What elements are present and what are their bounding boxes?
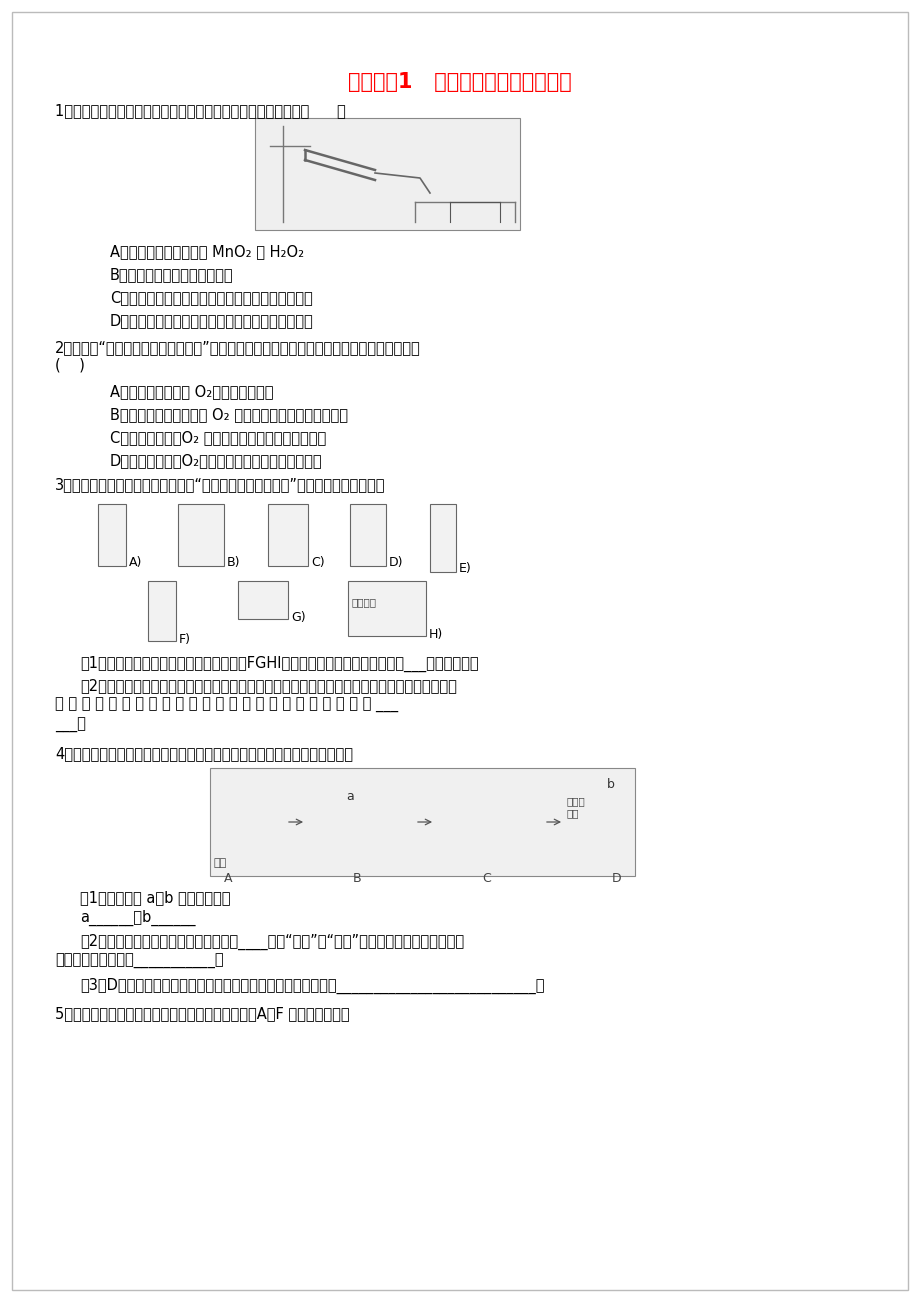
Bar: [98, 504, 126, 566]
Text: （1）装配一套该实验装置，除选用序号为FGHI的仪器外，还需要用到的仪器有___（填序号）。: （1）装配一套该实验装置，除选用序号为FGHI的仪器外，还需要用到的仪器有___…: [80, 656, 478, 672]
Text: D．实验结束时应先从水槽中取出导管，再停止加热: D．实验结束时应先从水槽中取出导管，再停止加热: [110, 312, 313, 328]
Text: A: A: [223, 872, 232, 885]
Text: A．用排水法收集时 O₂，集气瓶装满水: A．用排水法收集时 O₂，集气瓶装满水: [110, 384, 273, 398]
Text: （3）D图中，待集气瓶冷却后，倒入澄清的石灰水振荡，观察到___________________________。: （3）D图中，待集气瓶冷却后，倒入澄清的石灰水振荡，观察到___________…: [80, 978, 544, 995]
Bar: [347, 581, 425, 635]
Bar: [255, 118, 519, 230]
Text: D: D: [611, 872, 621, 885]
Text: B．实验前应检查装置的气密性: B．实验前应检查装置的气密性: [110, 267, 233, 283]
Text: b: b: [607, 779, 614, 792]
Text: a______，b______: a______，b______: [80, 910, 196, 926]
Text: C．用排水法收集O₂ 时，导管口冒出气泡，立即收集: C．用排水法收集O₂ 时，导管口冒出气泡，立即收集: [110, 430, 326, 445]
Bar: [177, 504, 223, 566]
Text: ___。: ___。: [55, 717, 85, 733]
Text: 4．如图所示是做木炭在氧气中燃烧全过程的操作示意图，试回答下列问题：: 4．如图所示是做木炭在氧气中燃烧全过程的操作示意图，试回答下列问题：: [55, 746, 353, 760]
Text: (    ): ( ): [55, 358, 85, 372]
Text: B: B: [352, 872, 361, 885]
Text: C: C: [482, 872, 491, 885]
Text: 1．实验室用如图所示装置制取氧气，下列有关说法不正确的是（      ）: 1．实验室用如图所示装置制取氧气，下列有关说法不正确的是（ ）: [55, 103, 346, 118]
Bar: [267, 504, 308, 566]
Text: G): G): [290, 611, 305, 624]
Bar: [148, 581, 176, 641]
Text: A): A): [129, 556, 142, 569]
Text: B．用向上排空气法收集 O₂ 时，导管伸入到集气瓶的底部: B．用向上排空气法收集 O₂ 时，导管伸入到集气瓶的底部: [110, 408, 347, 422]
Text: B): B): [227, 556, 240, 569]
Text: D．用排水法收集O₂，收集满后，在水下盖上玻璃片: D．用排水法收集O₂，收集满后，在水下盖上玻璃片: [110, 453, 323, 467]
Text: （2）将烧红的木炭伸入集气瓶中时，应____（填“缓慢”或“迅速”）伸入，效果更好。木炭在: （2）将烧红的木炭伸入集气瓶中时，应____（填“缓慢”或“迅速”）伸入，效果更…: [80, 934, 463, 950]
Text: 3．小科用如图所示的化学仪器装配“加热高锤酸鿨制取氧气”的实验装置，请回答：: 3．小科用如图所示的化学仪器装配“加热高锤酸鿨制取氧气”的实验装置，请回答：: [55, 477, 385, 492]
Text: C): C): [311, 556, 324, 569]
Bar: [238, 581, 288, 618]
Text: A．试管中加入的药品是 MnO₂ 和 H₂O₂: A．试管中加入的药品是 MnO₂ 和 H₂O₂: [110, 243, 304, 259]
Text: 灰水: 灰水: [566, 809, 579, 818]
Text: 毛玻璃片: 毛玻璃片: [352, 598, 377, 607]
Text: 将 盛 有 药 品 的 试 管 固 定 在 铁 架 台 上 ， 固 定 试 管 时 应 做 到 ___: 将 盛 有 药 品 的 试 管 固 定 在 铁 架 台 上 ， 固 定 试 管 …: [55, 698, 398, 713]
Text: D): D): [389, 556, 403, 569]
Text: 木炭: 木炭: [214, 858, 227, 868]
Text: a: a: [346, 790, 354, 803]
Text: （1）指出图中 a、b 仪器的名称：: （1）指出图中 a、b 仪器的名称：: [80, 891, 231, 905]
Text: （2）装配该气体发生装置时，小科在检查完装置的气密性后，放置好酒精灯，根据酒精灯的高度: （2）装配该气体发生装置时，小科在检查完装置的气密性后，放置好酒精灯，根据酒精灯…: [80, 678, 457, 693]
Text: 5．同学们利用如图所示装置进行气体的制备实验（A～F 为装置编号）。: 5．同学们利用如图所示装置进行气体的制备实验（A～F 为装置编号）。: [55, 1006, 349, 1021]
Text: 澄清石: 澄清石: [566, 796, 585, 806]
Text: C．待导管口产生连续均匀的气泡时才开始收集氧气: C．待导管口产生连续均匀的气泡时才开始收集氧气: [110, 290, 312, 305]
Text: 2．在进行“氧气的实验室制取与性质”实验时，某同学制得的氧气不纯，你认为可能的原因是: 2．在进行“氧气的实验室制取与性质”实验时，某同学制得的氧气不纯，你认为可能的原…: [55, 340, 420, 355]
Text: E): E): [459, 562, 471, 575]
Text: 氧气中燃烧的现象是___________。: 氧气中燃烧的现象是___________。: [55, 954, 223, 969]
Bar: [210, 768, 634, 876]
Bar: [429, 504, 456, 572]
Text: F): F): [179, 633, 191, 646]
Text: 实验活剸1   氧气的实验室制取与性质: 实验活剸1 氧气的实验室制取与性质: [347, 72, 572, 92]
Text: H): H): [428, 628, 443, 641]
Bar: [349, 504, 386, 566]
